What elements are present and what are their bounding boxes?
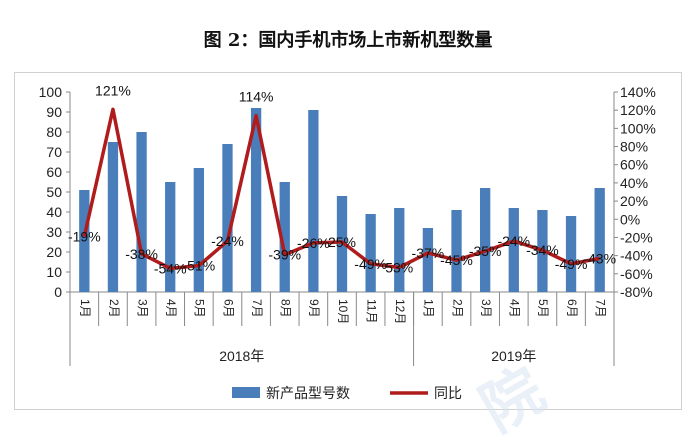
y-right-tick-label: 40% <box>620 175 648 191</box>
y-left-tick-label: 70 <box>46 144 62 160</box>
x-tick-label: 6月 <box>221 299 235 318</box>
bar <box>308 110 319 292</box>
group-label: 2018年 <box>219 348 264 364</box>
data-label: -49% <box>555 256 588 272</box>
y-left-tick-label: 40 <box>46 204 62 220</box>
y-right-tick-label: 20% <box>620 193 648 209</box>
data-label: -24% <box>211 233 244 249</box>
x-tick-label: 2月 <box>107 299 121 318</box>
x-tick-label: 9月 <box>307 299 321 318</box>
x-tick-label: 11月 <box>364 299 378 323</box>
bar <box>594 188 605 292</box>
data-label: -38% <box>125 246 158 262</box>
data-label: -35% <box>469 243 502 259</box>
y-left-tick-label: 10 <box>46 264 62 280</box>
y-left-tick-label: 90 <box>46 104 62 120</box>
y-right-tick-label: -60% <box>620 266 653 282</box>
bar <box>222 144 233 292</box>
legend-line-label: 同比 <box>434 385 462 401</box>
x-tick-label: 2月 <box>450 299 464 318</box>
data-label: -51% <box>182 258 215 274</box>
y-right-tick-label: -40% <box>620 248 653 264</box>
bar <box>422 228 434 292</box>
x-tick-label: 1月 <box>422 299 436 318</box>
data-label: -39% <box>268 247 301 263</box>
y-left-tick-label: 0 <box>54 284 62 300</box>
x-tick-label: 4月 <box>508 299 522 318</box>
bar <box>480 188 491 292</box>
bar <box>565 216 577 292</box>
y-left-tick-label: 30 <box>46 224 62 240</box>
legend-bar-swatch <box>232 387 260 398</box>
x-tick-label: 3月 <box>479 299 493 318</box>
y-left-tick-label: 100 <box>39 84 63 100</box>
chart-svg: 0 10 20 30 40 50 60 70 80 90 100 -80% -60% -40% -20% 0%… <box>39 82 656 401</box>
data-label: -54% <box>154 260 187 276</box>
bar <box>193 168 204 292</box>
data-label: -43% <box>583 250 616 266</box>
y-right-tick-label: 60% <box>620 157 648 173</box>
data-label: 121% <box>95 82 131 98</box>
data-label: -45% <box>440 252 473 268</box>
bar <box>136 132 147 292</box>
data-label: -26% <box>297 235 330 251</box>
data-label: -24% <box>497 233 530 249</box>
bar <box>279 182 290 292</box>
y-left-tick-label: 20 <box>46 244 62 260</box>
x-tick-label: 8月 <box>279 299 293 318</box>
x-tick-label: 4月 <box>164 299 178 318</box>
y-left-tick-label: 50 <box>46 184 62 200</box>
bar <box>165 182 176 292</box>
x-tick-label: 7月 <box>250 299 264 318</box>
bar <box>365 214 376 292</box>
x-tick-label: 5月 <box>536 299 550 318</box>
y-right-tick-label: 100% <box>620 120 656 136</box>
x-tick-label: 5月 <box>193 299 207 318</box>
y-right-tick-label: -80% <box>620 284 653 300</box>
data-label: -49% <box>354 256 387 272</box>
bar <box>508 208 519 292</box>
yoy-line <box>82 107 601 271</box>
data-label: 25% <box>328 234 356 250</box>
data-label: 114% <box>239 89 274 105</box>
bar <box>451 210 462 292</box>
y-right-tick-label: 140% <box>620 84 656 100</box>
bar <box>394 208 405 292</box>
y-right-tick-label: 120% <box>620 102 656 118</box>
data-label: 53% <box>385 259 413 275</box>
x-tick-label: 10月 <box>336 299 350 324</box>
bar <box>107 142 119 292</box>
data-label: -34% <box>526 242 559 258</box>
x-tick-label: 1月 <box>78 299 92 318</box>
x-tick-label: 6月 <box>565 299 579 318</box>
group-label: 2019年 <box>491 348 536 364</box>
y-left-tick-label: 60 <box>46 164 62 180</box>
y-right-tick-label: 0% <box>620 211 640 227</box>
y-right-tick-label: 80% <box>620 139 648 155</box>
data-label: -19% <box>68 229 101 245</box>
bar <box>250 108 262 292</box>
x-tick-label: 12月 <box>393 299 407 324</box>
x-tick-label: 3月 <box>135 299 149 318</box>
x-tick-label: 7月 <box>594 299 608 318</box>
legend-bar-label: 新产品型号数 <box>266 385 350 401</box>
data-label: -37% <box>412 245 445 261</box>
chart-title: 图 2：国内手机市场上市新机型数量 <box>203 30 493 51</box>
y-right-tick-label: -20% <box>620 229 653 245</box>
chart-frame <box>14 72 682 410</box>
bar <box>79 190 90 292</box>
y-left-tick-label: 80 <box>46 124 62 140</box>
